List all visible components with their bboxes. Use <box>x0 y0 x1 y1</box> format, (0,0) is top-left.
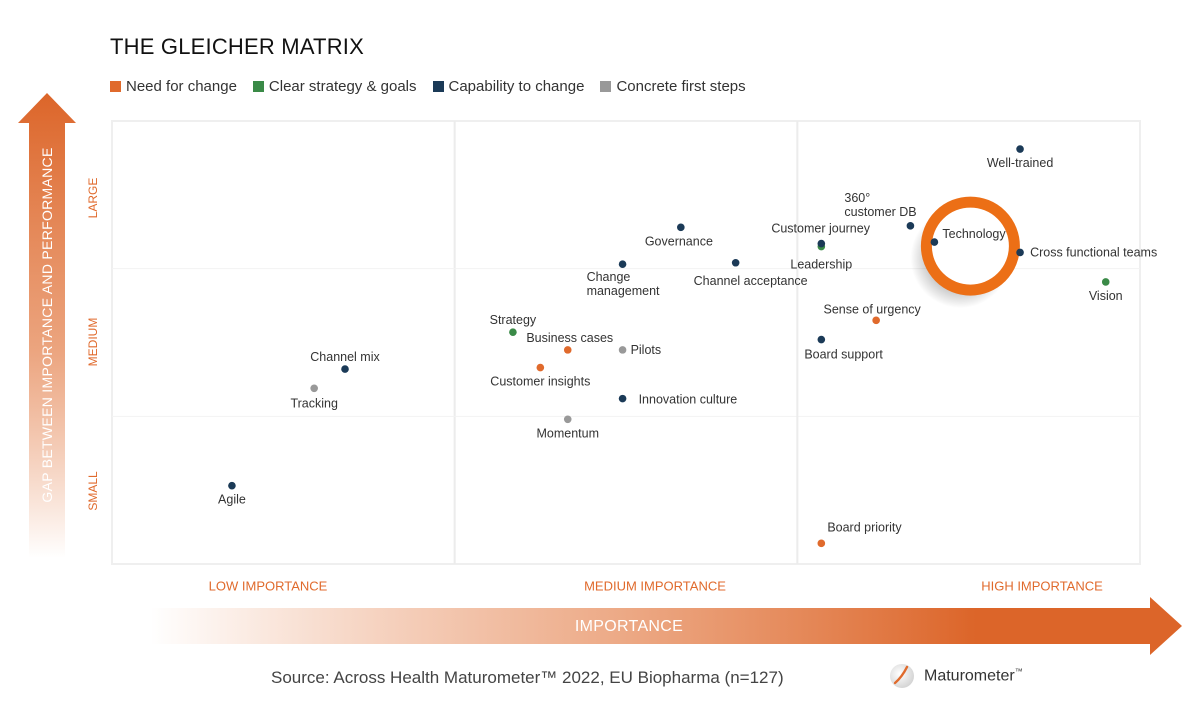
x-level-medium: MEDIUM IMPORTANCE <box>584 578 726 594</box>
plot-area <box>111 120 1141 565</box>
legend-label: Capability to change <box>448 78 585 95</box>
legend-swatch <box>600 81 612 92</box>
legend-swatch <box>110 81 121 92</box>
brand-tm: ™ <box>1014 666 1023 676</box>
legend-item: Concrete first steps <box>600 78 746 95</box>
y-axis-arrow <box>18 93 76 558</box>
x-level-high: HIGH IMPORTANCE <box>981 578 1103 594</box>
legend-swatch <box>252 81 264 92</box>
source-note: Source: Across Health Maturometer™ 2022,… <box>271 668 784 687</box>
legend: Need for change Clear strategy & goals Cap… <box>110 78 746 95</box>
brand-name: Maturometer <box>924 667 1015 685</box>
legend-item: Clear strategy & goals <box>252 78 417 95</box>
y-level-medium: MEDIUM <box>86 317 100 367</box>
legend-label: Need for change <box>126 78 237 95</box>
legend-item: Need for change <box>110 78 237 95</box>
brand-logo: Maturometer™ <box>888 662 1023 690</box>
chart-title: THE GLEICHER MATRIX <box>110 34 364 59</box>
y-level-small: SMALL <box>86 471 100 511</box>
x-level-low: LOW IMPORTANCE <box>208 578 328 594</box>
x-axis-label: IMPORTANCE <box>574 618 684 635</box>
legend-item: Capability to change <box>432 78 585 95</box>
legend-label: Clear strategy & goals <box>268 78 417 95</box>
legend-swatch <box>432 81 444 92</box>
y-axis-label: GAP BETWEEN IMPORTANCE AND PERFORMANCE <box>39 147 55 503</box>
maturometer-logo-icon <box>890 664 914 688</box>
legend-label: Concrete first steps <box>616 78 746 95</box>
y-level-large: LARGE <box>86 177 100 219</box>
x-axis-arrow <box>150 597 1182 655</box>
